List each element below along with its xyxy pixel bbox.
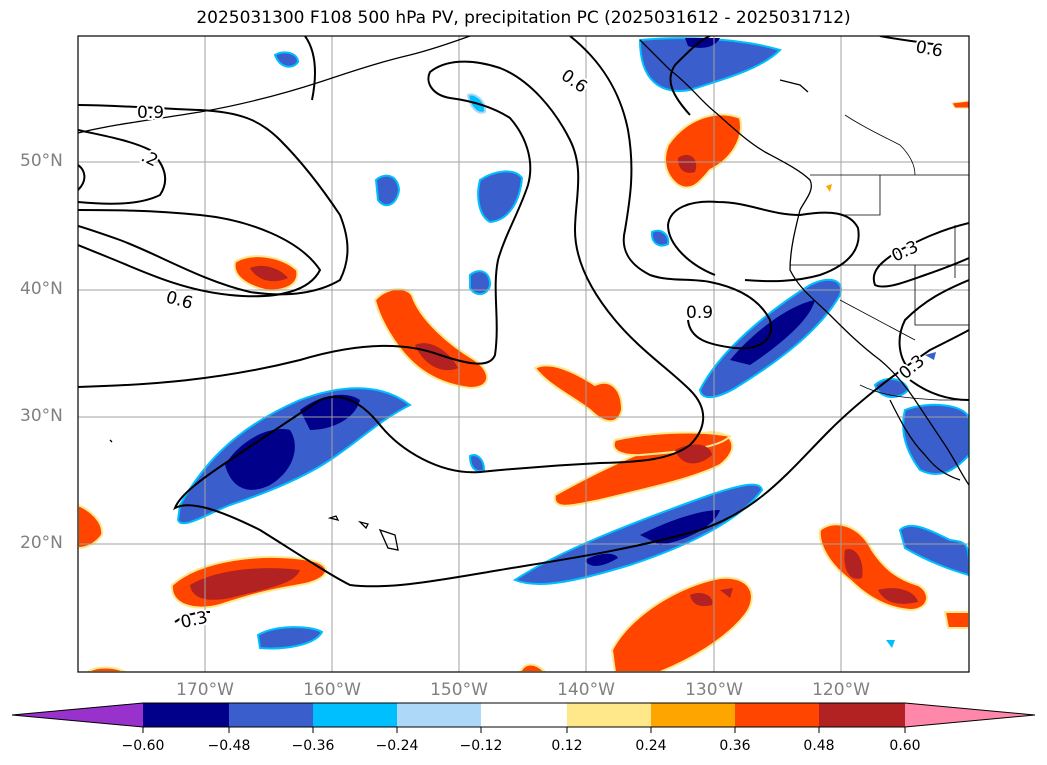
- lon-label: 120°W: [812, 680, 870, 700]
- lon-label: 160°W: [303, 680, 361, 700]
- colorbar-bin: [735, 703, 819, 727]
- pv-contours: [78, 36, 969, 623]
- colorbar-tick-label: 0.24: [635, 738, 667, 754]
- borders: [790, 114, 969, 401]
- colorbar-bin: [819, 703, 905, 727]
- colorbar-tick-label: −0.48: [207, 738, 251, 754]
- lon-label: 130°W: [685, 680, 743, 700]
- colorbar-tick-label: −0.60: [121, 738, 165, 754]
- colorbar-tick-label: 0.12: [551, 738, 583, 754]
- colorbar-bin: [481, 703, 567, 727]
- colorbar-bin: [143, 703, 229, 727]
- colorbar-extend-max: [905, 703, 1035, 727]
- lat-label: 30°N: [20, 406, 63, 426]
- lon-label: 150°W: [430, 680, 488, 700]
- colorbar: [11, 702, 1036, 733]
- colorbar-bin: [229, 703, 313, 727]
- colorbar-tick-label: −0.12: [459, 738, 503, 754]
- lat-label: 40°N: [20, 279, 63, 299]
- colorbar-bin: [651, 703, 735, 727]
- lat-label: 50°N: [20, 151, 63, 171]
- colorbar-bin: [567, 703, 651, 727]
- colorbar-extend-min: [12, 703, 143, 727]
- colorbar-tick-label: 0.48: [803, 738, 835, 754]
- colorbar-tick-label: 0.36: [719, 738, 751, 754]
- contour-label: 0.9: [137, 103, 164, 123]
- lat-label: 20°N: [20, 533, 63, 553]
- colorbar-tick-label: −0.36: [291, 738, 335, 754]
- colorbar-bin: [313, 703, 397, 727]
- contour-label: 0.9: [686, 303, 713, 323]
- graticule: [78, 36, 969, 672]
- colorbar-tick-label: −0.24: [375, 738, 419, 754]
- colorbar-bin: [397, 703, 481, 727]
- coastlines: [78, 36, 969, 551]
- lon-label: 140°W: [557, 680, 615, 700]
- colorbar-tick-label: 0.60: [889, 738, 921, 754]
- lon-label: 170°W: [176, 680, 234, 700]
- map-frame: [77, 35, 970, 673]
- negative-anomaly-areas: [176, 37, 969, 650]
- map-title: 2025031300 F108 500 hPa PV, precipitatio…: [196, 8, 851, 28]
- positive-anomaly-areas: [78, 100, 969, 672]
